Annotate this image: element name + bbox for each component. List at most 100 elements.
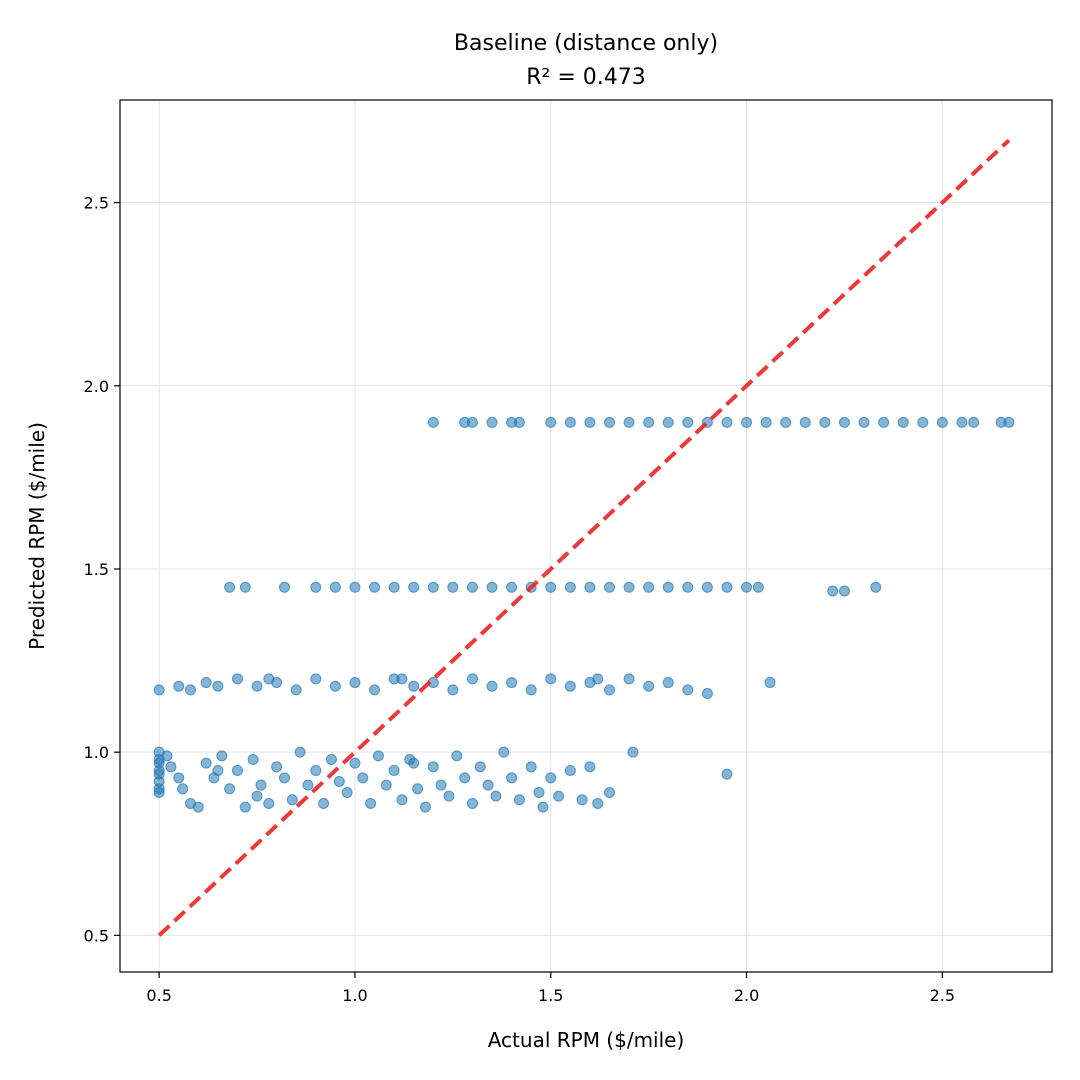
data-point — [388, 581, 400, 593]
data-point — [592, 673, 604, 685]
data-point — [721, 768, 733, 780]
y-tick-label: 1.5 — [84, 560, 109, 579]
x-tick-label: 1.0 — [342, 986, 367, 1005]
data-point — [603, 786, 615, 798]
y-tick-label: 0.5 — [84, 926, 109, 945]
data-point — [192, 801, 204, 813]
data-point — [545, 581, 557, 593]
data-point — [643, 416, 655, 428]
grid-layer — [120, 100, 1052, 972]
data-point — [486, 680, 498, 692]
data-point — [545, 772, 557, 784]
data-point — [278, 581, 290, 593]
data-point — [435, 779, 447, 791]
data-point — [349, 757, 361, 769]
data-point — [396, 673, 408, 685]
x-tick-label: 2.0 — [734, 986, 759, 1005]
data-point — [153, 783, 165, 795]
data-point — [576, 794, 588, 806]
data-point — [251, 790, 263, 802]
data-point — [682, 416, 694, 428]
data-point — [349, 677, 361, 689]
data-point — [302, 779, 314, 791]
data-point — [513, 794, 525, 806]
data-point — [917, 416, 929, 428]
data-point — [474, 761, 486, 773]
data-point — [545, 416, 557, 428]
data-point — [318, 797, 330, 809]
data-point — [231, 673, 243, 685]
data-point — [408, 757, 420, 769]
data-point — [184, 684, 196, 696]
data-point — [153, 768, 165, 780]
data-point — [643, 581, 655, 593]
data-point — [564, 581, 576, 593]
data-point — [721, 416, 733, 428]
data-point — [310, 673, 322, 685]
data-point — [263, 797, 275, 809]
data-point — [506, 772, 518, 784]
data-point — [760, 416, 772, 428]
data-point — [490, 790, 502, 802]
data-point — [341, 786, 353, 798]
data-point — [459, 772, 471, 784]
data-point — [584, 416, 596, 428]
data-point — [545, 673, 557, 685]
data-point — [325, 753, 337, 765]
data-point — [224, 783, 236, 795]
data-point — [408, 680, 420, 692]
data-point — [533, 786, 545, 798]
data-point — [173, 772, 185, 784]
data-point — [419, 801, 431, 813]
data-point — [780, 416, 792, 428]
data-point — [741, 581, 753, 593]
data-point — [584, 581, 596, 593]
data-point — [603, 581, 615, 593]
data-point — [290, 684, 302, 696]
data-point — [643, 680, 655, 692]
data-point — [200, 677, 212, 689]
data-point — [380, 779, 392, 791]
data-point — [427, 761, 439, 773]
data-point — [443, 790, 455, 802]
data-point — [701, 688, 713, 700]
data-point — [764, 677, 776, 689]
data-point — [408, 581, 420, 593]
data-point — [584, 761, 596, 773]
data-point — [153, 684, 165, 696]
data-point — [251, 680, 263, 692]
data-point — [623, 581, 635, 593]
data-point — [525, 684, 537, 696]
data-point — [752, 581, 764, 593]
data-point — [447, 581, 459, 593]
data-point — [956, 416, 968, 428]
data-point — [482, 779, 494, 791]
data-point — [662, 581, 674, 593]
data-point — [365, 797, 377, 809]
data-point — [447, 684, 459, 696]
point-layer — [153, 416, 1015, 813]
data-point — [838, 585, 850, 597]
x-tick-label: 1.5 — [538, 986, 563, 1005]
data-point — [427, 581, 439, 593]
data-point — [255, 779, 267, 791]
data-point — [564, 680, 576, 692]
data-point — [369, 684, 381, 696]
data-point — [682, 581, 694, 593]
data-point — [466, 797, 478, 809]
x-axis-label: Actual RPM ($/mile) — [488, 1028, 685, 1052]
data-point — [506, 581, 518, 593]
data-point — [231, 764, 243, 776]
data-point — [177, 783, 189, 795]
data-point — [623, 673, 635, 685]
data-point — [486, 581, 498, 593]
data-point — [870, 581, 882, 593]
data-point — [878, 416, 890, 428]
data-point — [239, 801, 251, 813]
data-point — [603, 684, 615, 696]
data-point — [216, 750, 228, 762]
chart-title: Baseline (distance only) — [454, 31, 718, 56]
data-point — [369, 581, 381, 593]
